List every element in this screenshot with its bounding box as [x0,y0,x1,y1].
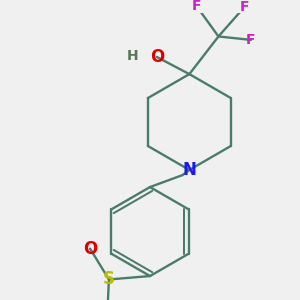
Text: O: O [83,240,97,258]
Text: S: S [103,271,115,289]
Text: F: F [191,0,201,13]
Text: N: N [182,161,196,179]
Text: H: H [126,49,138,63]
Text: F: F [239,0,249,14]
Text: F: F [246,33,256,47]
Text: O: O [150,48,164,66]
